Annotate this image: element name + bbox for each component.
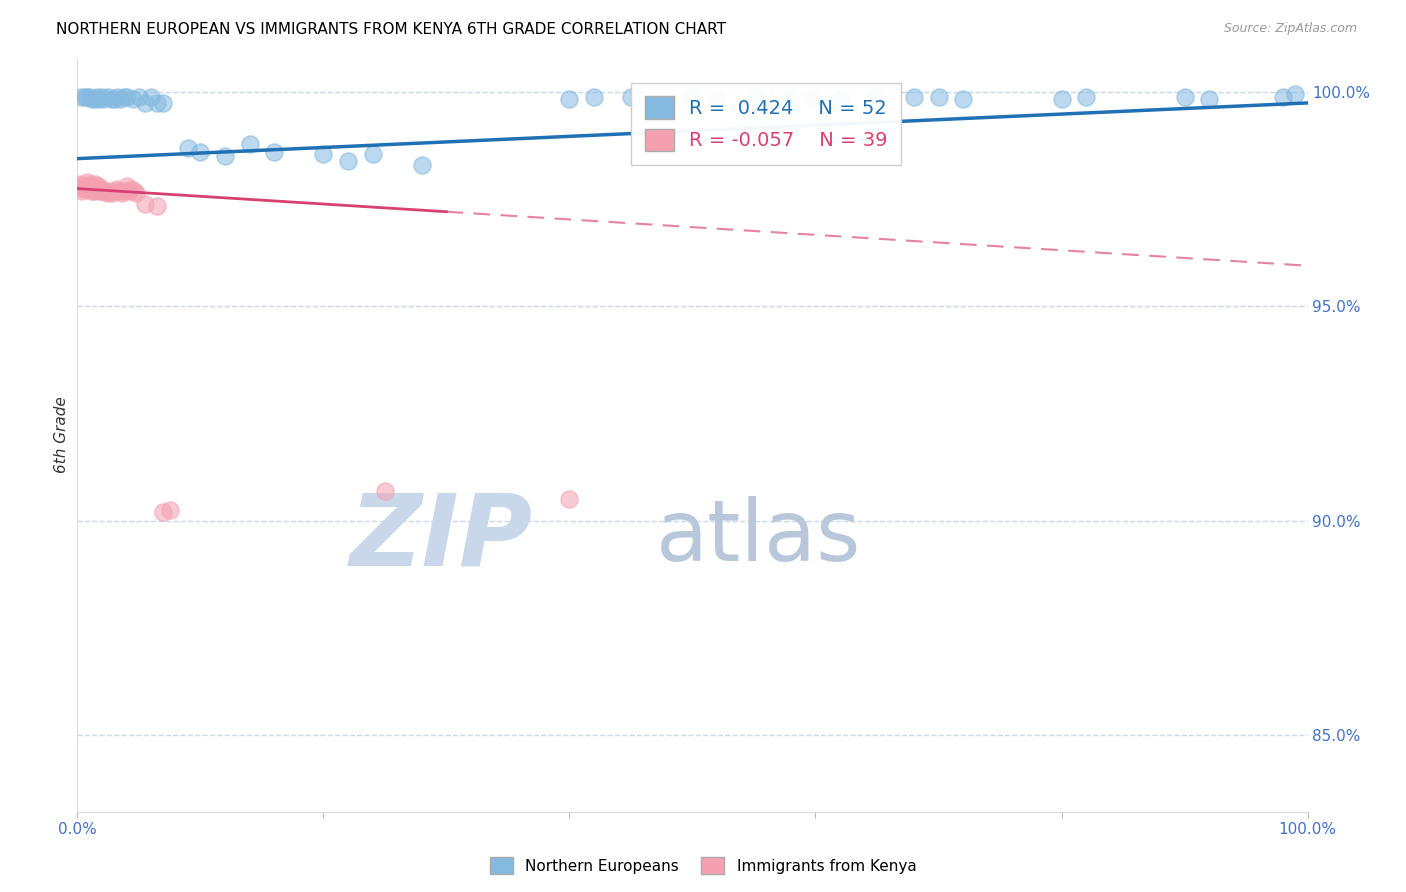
Point [70, 179, 93, 194]
Point [134, 196, 156, 211]
Point [190, 145, 212, 160]
Point [70, 184, 93, 198]
Point [152, 95, 174, 110]
Point [73, 89, 96, 103]
Point [115, 179, 138, 194]
Point [82, 92, 104, 106]
Point [112, 184, 135, 198]
Point [69, 178, 91, 192]
Point [706, 92, 728, 106]
Point [93, 184, 115, 198]
Point [89, 92, 111, 106]
Point [115, 89, 138, 103]
Point [1198, 92, 1220, 106]
Point [112, 89, 135, 103]
Point [108, 184, 131, 198]
Point [90, 89, 114, 103]
Point [583, 89, 606, 103]
Point [89, 184, 111, 198]
Point [1076, 89, 1098, 103]
Point [82, 184, 104, 198]
Point [1272, 89, 1295, 103]
Point [152, 505, 174, 519]
Point [75, 181, 97, 195]
Point [90, 181, 114, 195]
Point [105, 181, 128, 195]
Point [82, 184, 104, 198]
Point [122, 184, 145, 198]
Point [657, 95, 679, 110]
Point [866, 89, 889, 103]
Legend: R =  0.424    N = 52, R = -0.057    N = 39: R = 0.424 N = 52, R = -0.057 N = 39 [631, 83, 901, 165]
Point [1284, 87, 1306, 102]
Point [1174, 89, 1197, 103]
Point [73, 179, 96, 194]
Point [830, 92, 852, 106]
Point [1050, 92, 1073, 106]
Point [76, 89, 98, 103]
Text: ZIP: ZIP [350, 489, 533, 586]
Point [93, 92, 115, 106]
Point [146, 95, 169, 110]
Point [928, 89, 950, 103]
Point [558, 92, 581, 106]
Legend: Northern Europeans, Immigrants from Kenya: Northern Europeans, Immigrants from Keny… [484, 851, 922, 880]
Point [118, 184, 141, 198]
Point [103, 92, 125, 106]
Point [903, 89, 925, 103]
Point [558, 492, 581, 507]
Point [121, 181, 143, 195]
Point [620, 89, 643, 103]
Point [103, 184, 125, 198]
Point [141, 89, 163, 103]
Point [159, 503, 181, 517]
Point [411, 158, 433, 172]
Point [177, 141, 200, 155]
Point [214, 149, 236, 163]
Point [97, 89, 120, 103]
Point [87, 179, 110, 194]
Point [111, 186, 132, 200]
Point [86, 179, 108, 194]
Point [101, 186, 124, 200]
Point [84, 181, 107, 195]
Point [96, 186, 118, 200]
Point [101, 92, 124, 106]
Y-axis label: 6th Grade: 6th Grade [53, 396, 69, 474]
Point [79, 178, 101, 192]
Point [134, 95, 156, 110]
Point [952, 92, 974, 106]
Point [804, 89, 827, 103]
Point [361, 147, 384, 161]
Point [110, 92, 132, 106]
Point [128, 89, 150, 103]
Point [239, 136, 262, 151]
Point [105, 89, 128, 103]
Point [79, 89, 101, 103]
Point [72, 181, 94, 195]
Point [374, 483, 396, 498]
Point [780, 89, 803, 103]
Text: NORTHERN EUROPEAN VS IMMIGRANTS FROM KENYA 6TH GRADE CORRELATION CHART: NORTHERN EUROPEAN VS IMMIGRANTS FROM KEN… [56, 22, 727, 37]
Point [146, 199, 169, 213]
Point [125, 186, 148, 200]
Point [98, 184, 121, 198]
Point [312, 147, 335, 161]
Point [86, 89, 108, 103]
Point [70, 89, 93, 103]
Point [76, 175, 98, 189]
Point [80, 181, 103, 195]
Point [263, 145, 285, 160]
Point [337, 153, 360, 168]
Point [83, 178, 105, 192]
Point [742, 89, 765, 103]
Text: atlas: atlas [655, 496, 860, 579]
Point [83, 92, 105, 106]
Point [682, 89, 704, 103]
Point [90, 184, 112, 198]
Point [121, 92, 143, 106]
Text: Source: ZipAtlas.com: Source: ZipAtlas.com [1223, 22, 1357, 36]
Point [77, 179, 100, 194]
